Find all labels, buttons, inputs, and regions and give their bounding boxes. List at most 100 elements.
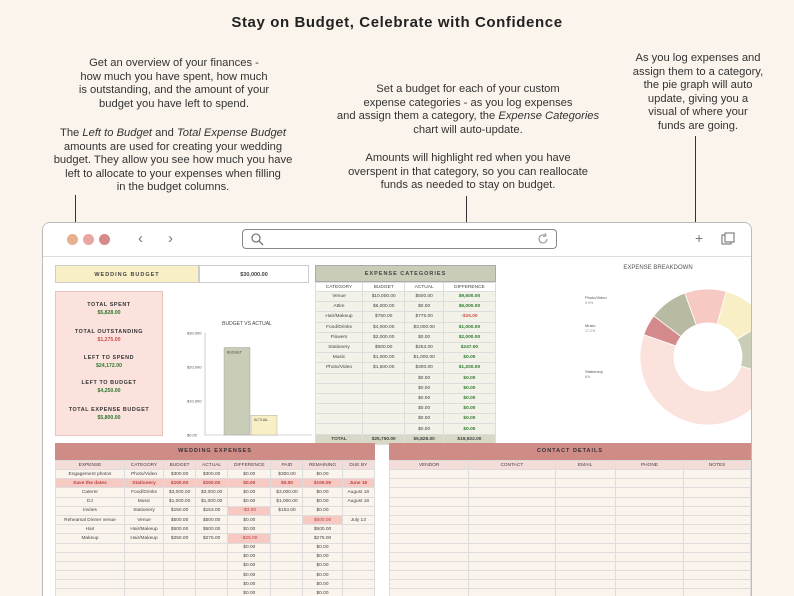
table-cell[interactable] [614, 478, 685, 489]
table-cell[interactable] [195, 542, 229, 553]
table-cell[interactable] [614, 588, 685, 596]
table-cell[interactable]: Stationery [123, 478, 165, 489]
table-cell[interactable]: Music [314, 352, 364, 364]
table-cell[interactable]: Music [123, 496, 165, 507]
table-cell[interactable] [270, 542, 304, 553]
table-cell[interactable] [362, 413, 406, 425]
table-cell[interactable]: $0.00 [404, 372, 444, 384]
table-cell[interactable]: $0.00 [227, 579, 272, 590]
table-cell[interactable] [163, 579, 197, 590]
table-cell[interactable] [468, 514, 556, 526]
table-cell[interactable] [468, 579, 556, 590]
table-cell[interactable]: $0.00 [302, 496, 343, 507]
table-cell[interactable]: $1,200.00 [442, 362, 497, 374]
table-cell[interactable] [314, 372, 364, 384]
table-cell[interactable] [683, 588, 751, 596]
table-cell[interactable] [341, 579, 376, 590]
table-cell[interactable] [683, 478, 751, 489]
table-cell[interactable]: $0.00 [302, 542, 343, 553]
table-cell[interactable] [554, 478, 616, 489]
table-cell[interactable]: Caterer [55, 487, 125, 498]
table-cell[interactable] [270, 533, 304, 544]
window-light-1[interactable] [67, 234, 78, 245]
table-cell[interactable]: Hair [55, 524, 125, 535]
table-cell[interactable]: July 13 [341, 514, 376, 526]
table-cell[interactable]: $0.00 [442, 382, 497, 394]
table-cell[interactable] [468, 496, 556, 507]
table-cell[interactable]: $3,000.00 [404, 321, 444, 333]
table-cell[interactable]: $100.00 [163, 478, 197, 489]
table-cell[interactable] [362, 372, 406, 384]
table-cell[interactable] [163, 560, 197, 572]
table-cell[interactable] [683, 579, 751, 590]
table-cell[interactable] [468, 551, 556, 562]
table-cell[interactable]: $0.00 [404, 301, 444, 313]
table-cell[interactable]: $1,000.00 [404, 352, 444, 364]
plus-icon[interactable]: + [695, 230, 704, 246]
table-cell[interactable]: $500.00 [163, 514, 197, 526]
table-cell[interactable] [468, 588, 556, 596]
table-cell[interactable] [614, 468, 685, 480]
table-cell[interactable]: Photo/Video [123, 468, 165, 480]
table-cell[interactable]: $0.00 [404, 413, 444, 425]
table-cell[interactable] [683, 514, 751, 526]
reload-icon[interactable] [536, 232, 550, 246]
table-cell[interactable] [388, 588, 470, 596]
table-cell[interactable] [270, 579, 304, 590]
table-cell[interactable]: Photo/Video [314, 362, 364, 374]
table-cell[interactable]: $1,000.00 [163, 496, 197, 507]
table-cell[interactable] [683, 533, 751, 544]
table-cell[interactable] [683, 570, 751, 581]
table-cell[interactable] [163, 588, 197, 596]
table-cell[interactable] [388, 478, 470, 489]
table-cell[interactable] [314, 423, 364, 435]
table-cell[interactable] [195, 560, 229, 572]
table-cell[interactable] [614, 551, 685, 562]
table-cell[interactable]: $275.00 [195, 533, 229, 544]
table-cell[interactable] [270, 524, 304, 535]
table-cell[interactable]: $3,000.00 [163, 487, 197, 498]
table-cell[interactable] [362, 382, 406, 394]
table-cell[interactable]: $0.00 [227, 478, 272, 489]
table-cell[interactable]: $3,000.00 [270, 487, 304, 498]
table-cell[interactable] [554, 524, 616, 535]
table-cell[interactable] [683, 468, 751, 480]
table-cell[interactable] [614, 505, 685, 516]
table-cell[interactable] [314, 382, 364, 394]
table-cell[interactable]: $0.00 [227, 570, 272, 581]
table-cell[interactable]: $100.00 [302, 478, 343, 489]
table-cell[interactable] [614, 487, 685, 498]
table-cell[interactable] [270, 570, 304, 581]
table-cell[interactable] [468, 570, 556, 581]
table-cell[interactable] [341, 524, 376, 535]
table-cell[interactable] [554, 487, 616, 498]
table-cell[interactable] [683, 542, 751, 553]
table-cell[interactable] [554, 514, 616, 526]
table-cell[interactable]: $253.00 [404, 341, 444, 354]
table-cell[interactable]: $1,000.00 [195, 496, 229, 507]
table-cell[interactable] [614, 570, 685, 581]
table-cell[interactable]: $0.00 [302, 588, 343, 596]
table-cell[interactable] [683, 505, 751, 516]
table-cell[interactable]: $0.00 [404, 403, 444, 415]
table-cell[interactable] [683, 524, 751, 535]
table-cell[interactable]: $0.00 [442, 413, 497, 425]
table-cell[interactable]: $0.00 [227, 560, 272, 572]
table-cell[interactable] [554, 570, 616, 581]
table-cell[interactable] [163, 551, 197, 562]
table-cell[interactable] [554, 496, 616, 507]
chevron-left-icon[interactable]: ‹ [138, 230, 143, 247]
table-cell[interactable] [314, 413, 364, 425]
table-cell[interactable] [683, 560, 751, 572]
table-cell[interactable] [388, 533, 470, 544]
table-cell[interactable] [468, 524, 556, 535]
table-cell[interactable] [683, 496, 751, 507]
table-cell[interactable] [388, 496, 470, 507]
table-cell[interactable]: $0.00 [227, 551, 272, 562]
table-cell[interactable] [614, 524, 685, 535]
table-cell[interactable] [388, 487, 470, 498]
table-cell[interactable]: $775.00 [404, 311, 444, 323]
table-cell[interactable]: $300.00 [270, 468, 304, 480]
table-cell[interactable] [614, 579, 685, 590]
table-cell[interactable] [195, 588, 229, 596]
